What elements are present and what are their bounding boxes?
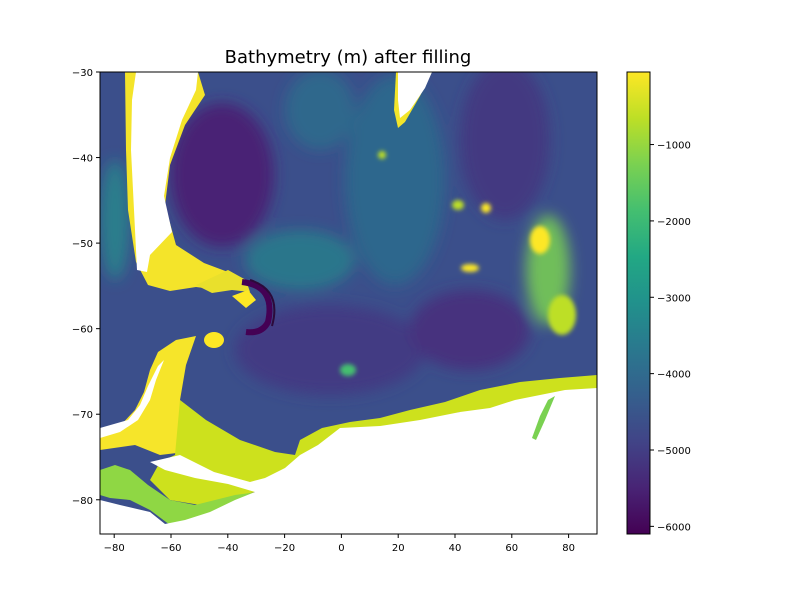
weddell-sea-shelf [150,375,597,505]
y-tick-label: −80 [72,496,93,507]
shallow-patch [452,200,464,210]
map-axes: −80 −60 −40 −20 0 20 40 60 80 −30 −40 −50 −60 −70 −80 [72,68,598,554]
x-tick-label: −20 [274,543,295,554]
colorbar-tick-label: −5000 [657,446,691,457]
x-tick-label: 40 [449,543,462,554]
atlantic-ridge-band [345,75,445,285]
x-tick-label: −40 [217,543,238,554]
x-tick-label: 20 [392,543,405,554]
shallow-patch [378,151,386,159]
x-tick-label: 60 [505,543,518,554]
north-mid [285,72,355,150]
shallow-patch [548,295,576,335]
antarctic-peninsula-land [100,360,164,438]
y-tick-label: −70 [72,410,93,421]
south-america-land [131,72,198,272]
y-tick-label: −50 [72,239,93,250]
x-tick-label: −60 [160,543,181,554]
enderby-deep [410,290,530,370]
west-mid [100,160,130,280]
shallow-patch [481,203,491,213]
shallow-patch [461,264,479,272]
colorbar-frame [626,71,651,535]
scotia-mid [245,230,355,290]
colorbar-gradient [627,72,650,534]
colorbar-tick-label: −4000 [657,370,691,381]
chart-title: Bathymetry (m) after filling [225,47,472,68]
east-basin [460,72,550,220]
antarctica-land [100,388,597,534]
shallow-patch [340,364,356,376]
colorbar-tick-label: −1000 [657,141,691,152]
x-tick-label: −80 [104,543,125,554]
colorbar-tick-label: −3000 [657,293,691,304]
south-orkney-shelf [204,332,224,348]
argentine-basin [170,103,274,247]
shallow-patch [530,226,550,254]
x-tick-label: 0 [338,543,344,554]
colorbar: −1000 −2000 −3000 −4000 −5000 −6000 [626,71,691,535]
depth-texture [100,72,570,395]
falkland-plateau [196,270,250,293]
y-tick-label: −60 [72,325,93,336]
northeast-land [398,72,432,118]
south-georgia-shelf [232,290,256,308]
colorbar-tick-label: −2000 [657,217,691,228]
shallow-patches [340,151,576,376]
plot-frame [99,71,598,535]
south-sandwich-trench [249,279,276,327]
y-tick-label: −30 [72,68,93,79]
kerguelen-ridge-strip [532,396,555,440]
weddell-deep [235,305,425,395]
bathymetry-map [100,72,597,534]
x-tick-label: 80 [562,543,575,554]
colorbar-tick-label: −6000 [657,522,691,533]
scotia-arc-ring [241,279,273,336]
y-tick-label: −40 [72,154,93,165]
